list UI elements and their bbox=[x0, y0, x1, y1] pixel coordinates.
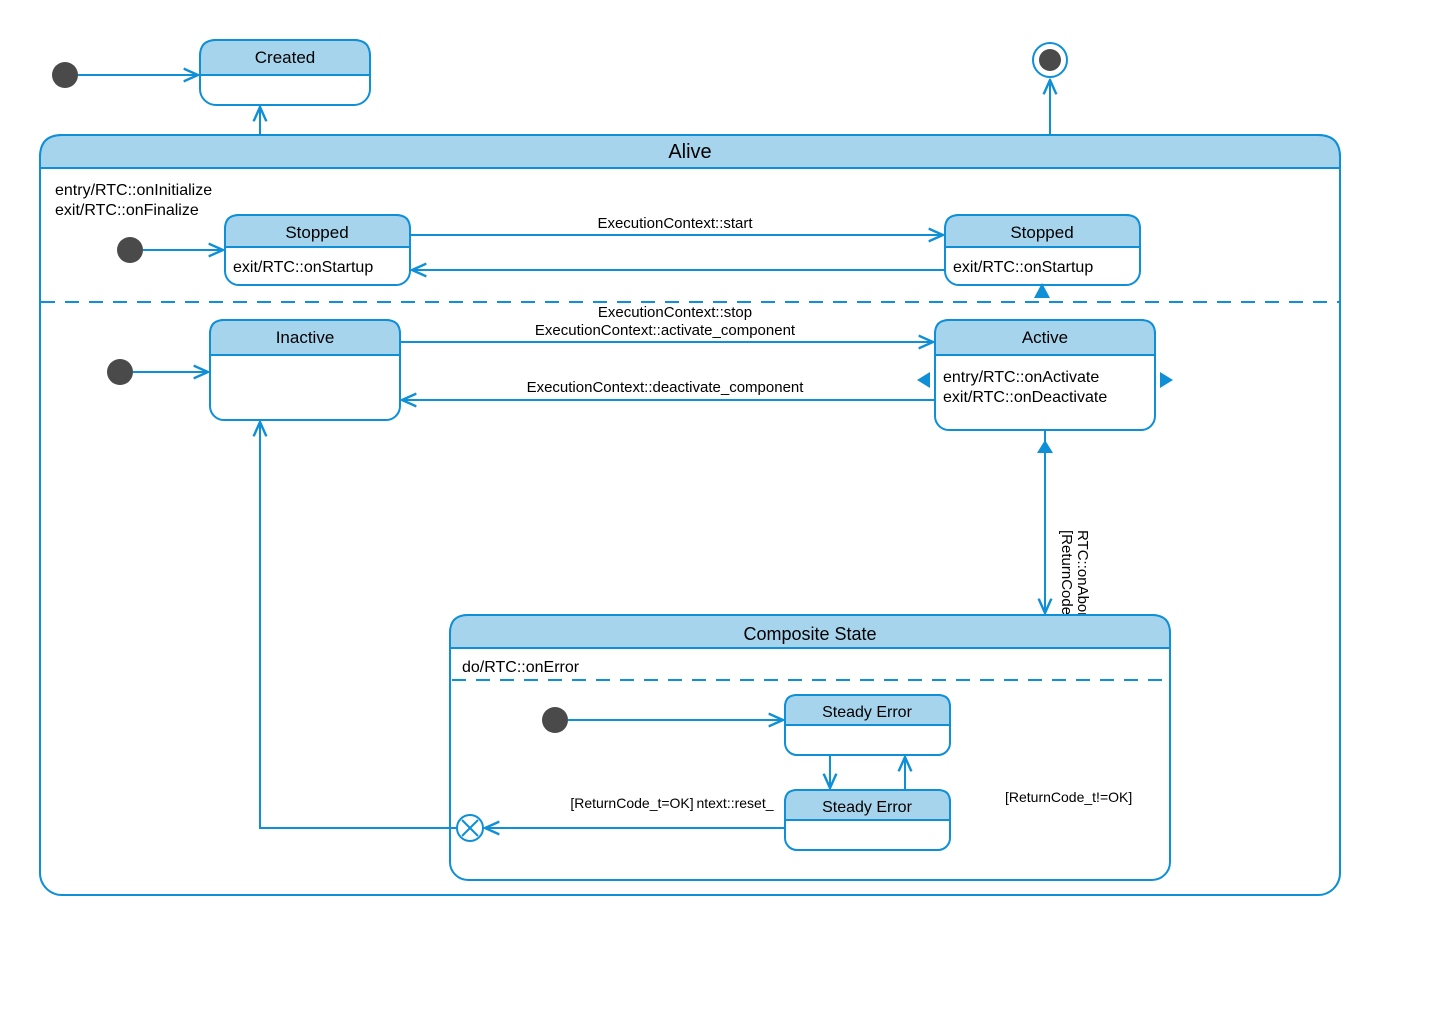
edge-label: [ReturnCode_t!=OK] bbox=[1005, 789, 1132, 805]
state-diagram: Created Alive entry/RTC::onInitialize ex… bbox=[0, 0, 1450, 1030]
state-body: exit/RTC::onStartup bbox=[233, 259, 373, 276]
exit-text: exit/RTC::onFinalize bbox=[55, 202, 199, 219]
entry-text: entry/RTC::onInitialize bbox=[55, 182, 212, 199]
edge-label: ExecutionContext::deactivate_component bbox=[527, 379, 805, 396]
edge-label: ExecutionContext::activate_component bbox=[535, 322, 796, 339]
state-inactive: Inactive bbox=[210, 320, 400, 420]
state-body: do/RTC::onError bbox=[462, 659, 580, 676]
final-state-icon bbox=[1033, 43, 1067, 77]
state-label: Stopped bbox=[285, 223, 348, 242]
edge-label: ExecutionContext::start bbox=[597, 215, 753, 232]
state-stopped-right: Stopped exit/RTC::onStartup bbox=[945, 215, 1140, 285]
state-steady-error-bottom: Steady Error bbox=[785, 790, 950, 850]
state-created: Created bbox=[200, 40, 370, 105]
edge-label: ntext::reset_ bbox=[696, 795, 773, 811]
state-body: entry/RTC::onActivate bbox=[943, 369, 1099, 386]
state-label: Created bbox=[255, 48, 315, 67]
exit-point-icon bbox=[457, 815, 483, 841]
initial-state-icon bbox=[52, 62, 78, 88]
initial-state-icon bbox=[107, 359, 133, 385]
state-body: exit/RTC::onDeactivate bbox=[943, 389, 1107, 406]
state-label: Alive bbox=[668, 141, 711, 163]
edge-label: ExecutionContext::stop bbox=[598, 304, 752, 321]
state-label: Composite State bbox=[743, 624, 876, 644]
initial-state-icon bbox=[542, 707, 568, 733]
initial-state-icon bbox=[117, 237, 143, 263]
edge-label: [ReturnCode_t=OK] bbox=[570, 795, 693, 811]
state-label: Steady Error bbox=[822, 799, 912, 816]
state-label: Inactive bbox=[276, 328, 335, 347]
state-label: Steady Error bbox=[822, 704, 912, 721]
state-body: exit/RTC::onStartup bbox=[953, 259, 1093, 276]
state-label: Active bbox=[1022, 328, 1068, 347]
state-active: Active entry/RTC::onActivate exit/RTC::o… bbox=[935, 320, 1155, 430]
state-label: Stopped bbox=[1010, 223, 1073, 242]
state-steady-error-top: Steady Error bbox=[785, 695, 950, 755]
state-stopped-left: Stopped exit/RTC::onStartup bbox=[225, 215, 410, 285]
